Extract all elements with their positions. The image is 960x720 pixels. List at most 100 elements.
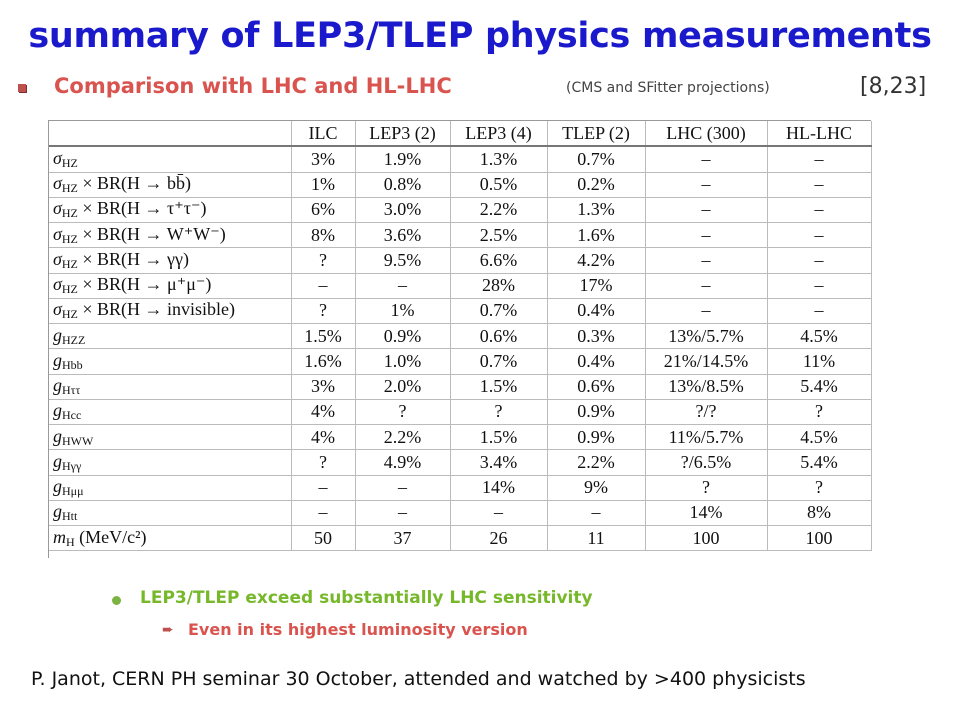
- table-cell: 1.3%: [547, 197, 646, 224]
- column-header: LHC (300): [645, 121, 768, 148]
- table-row: σHZ × BR(H → τ⁺τ⁻) 6% 3.0% 2.2% 1.3% – –: [49, 197, 872, 224]
- column-header: LEP3 (4): [450, 121, 548, 148]
- row-qualifier: × BR(H → bb̄): [77, 173, 192, 194]
- table-cell: 14%: [450, 475, 548, 501]
- table-cell: –: [767, 146, 872, 173]
- row-label: σHZ: [49, 146, 292, 173]
- round-bullet-icon: [112, 596, 121, 605]
- page-title: summary of LEP3/TLEP physics measurement…: [28, 16, 932, 56]
- row-symbol: g: [53, 476, 62, 497]
- row-symbol: σ: [53, 299, 62, 320]
- table-cell: 3.0%: [355, 197, 451, 224]
- table-cell: –: [645, 197, 768, 224]
- table-cell: 4.9%: [355, 449, 451, 476]
- table-row: gHbb 1.6% 1.0% 0.7% 0.4% 21%/14.5% 11%: [49, 348, 872, 375]
- row-label: σHZ × BR(H → W⁺W⁻): [49, 222, 292, 249]
- row-subscript: Htt: [62, 509, 78, 524]
- table-cell: 2.0%: [355, 374, 451, 400]
- row-qualifier: (MeV/c²): [74, 526, 147, 547]
- table-cell: ?: [291, 247, 356, 274]
- bullet-sub: Even in its highest luminosity version: [188, 620, 528, 639]
- row-symbol: g: [53, 324, 62, 345]
- table-cell: –: [291, 475, 356, 501]
- table-body: σHZ 3% 1.9% 1.3% 0.7% – – σHZ × BR(H → bb̄) 1% 0.…: [49, 146, 872, 552]
- table-cell: 9.5%: [355, 247, 451, 274]
- table-cell: ?: [450, 399, 548, 426]
- row-symbol: σ: [53, 198, 62, 219]
- footer-note: P. Janot, CERN PH seminar 30 October, at…: [31, 668, 806, 690]
- row-label: gHcc: [49, 399, 292, 426]
- table-cell: 0.5%: [450, 172, 548, 198]
- row-subscript: HWW: [62, 433, 94, 448]
- table-cell: 5.4%: [767, 374, 872, 400]
- row-label: σHZ × BR(H → invisible): [49, 298, 292, 325]
- row-symbol: g: [53, 400, 62, 421]
- row-qualifier: × BR(H → γγ): [77, 248, 189, 269]
- row-symbol: σ: [53, 173, 62, 194]
- row-subscript: HZ: [61, 256, 78, 271]
- table-cell: 4%: [291, 399, 356, 426]
- table-cell: 3.6%: [355, 222, 451, 249]
- table-cell: 28%: [450, 273, 548, 299]
- table-cell: 0.7%: [450, 348, 548, 375]
- column-header-blank: [49, 121, 292, 148]
- table-cell: 11%/5.7%: [645, 424, 768, 451]
- row-symbol: g: [53, 501, 62, 522]
- row-subscript: HZ: [61, 155, 78, 170]
- table-cell: ?: [767, 475, 872, 501]
- table-cell: 0.4%: [547, 298, 646, 325]
- table-cell: 0.9%: [547, 399, 646, 426]
- table-cell: 1.6%: [291, 348, 356, 375]
- row-symbol: σ: [53, 223, 62, 244]
- row-label: gHZZ: [49, 323, 292, 350]
- table-cell: 1.5%: [291, 323, 356, 350]
- table-row: gHWW 4% 2.2% 1.5% 0.9% 11%/5.7% 4.5%: [49, 424, 872, 451]
- table-cell: ?: [645, 475, 768, 501]
- table-cell: 14%: [645, 500, 768, 527]
- table-cell: –: [767, 222, 872, 249]
- row-symbol: σ: [53, 248, 62, 269]
- table-cell: –: [767, 273, 872, 299]
- table-cell: 21%/14.5%: [645, 348, 768, 375]
- table-cell: 1%: [291, 172, 356, 198]
- table-cell: –: [767, 172, 872, 198]
- row-label: σHZ × BR(H → μ⁺μ⁻): [49, 273, 292, 299]
- table-row: σHZ × BR(H → μ⁺μ⁻) – –28% 17% – –: [49, 273, 872, 299]
- row-subscript: HZ: [61, 282, 78, 297]
- table-row: gHμμ – –14% 9%??: [49, 475, 872, 501]
- row-subscript: Hbb: [62, 357, 83, 372]
- row-symbol: g: [53, 425, 62, 446]
- table-row: σHZ × BR(H → invisible)? 1% 0.7% 0.4% – –: [49, 298, 872, 325]
- row-symbol: σ: [53, 147, 62, 168]
- row-subscript: Hγγ: [62, 458, 82, 473]
- bullet-main: LEP3/TLEP exceed substantially LHC sensi…: [140, 588, 593, 608]
- row-symbol: m: [53, 526, 66, 547]
- row-subscript: H: [66, 534, 75, 549]
- row-subscript: HZ: [61, 307, 78, 322]
- table-cell: 8%: [291, 222, 356, 249]
- table-cell: 1.5%: [450, 424, 548, 451]
- table-cell: –: [645, 298, 768, 325]
- column-header: LEP3 (2): [355, 121, 451, 148]
- table-cell: 4%: [291, 424, 356, 451]
- table-cell: 4.2%: [547, 247, 646, 274]
- subhead-label: Comparison with LHC and HL-LHC: [54, 74, 452, 98]
- table-cell: 26: [450, 525, 548, 552]
- table-cell: 11: [547, 525, 646, 552]
- row-qualifier: × BR(H → μ⁺μ⁻): [77, 274, 212, 295]
- row-label: σHZ × BR(H → bb̄): [49, 172, 292, 198]
- table-cell: 50: [291, 525, 356, 552]
- row-qualifier: × BR(H → τ⁺τ⁻): [77, 198, 207, 219]
- table-cell: 6%: [291, 197, 356, 224]
- references: [8,23]: [860, 74, 927, 99]
- table-cell: 1%: [355, 298, 451, 325]
- table-cell: 0.6%: [450, 323, 548, 350]
- table-cell: 2.5%: [450, 222, 548, 249]
- projection-note: (CMS and SFitter projections): [566, 80, 770, 96]
- table-cell: 2.2%: [355, 424, 451, 451]
- table-cell: 0.6%: [547, 374, 646, 400]
- row-symbol: g: [53, 375, 62, 396]
- table-cell: –: [291, 273, 356, 299]
- row-symbol: g: [53, 349, 62, 370]
- table-cell: 100: [645, 525, 768, 552]
